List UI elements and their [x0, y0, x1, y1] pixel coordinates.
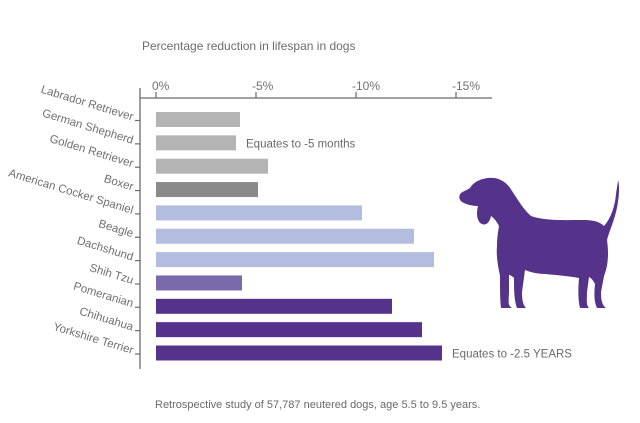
- bar: [156, 158, 268, 174]
- x-axis: 0% -5% -10% -15%: [139, 79, 492, 369]
- x-tick-label: 0%: [152, 79, 170, 93]
- bar: [156, 182, 258, 198]
- bar: [156, 228, 414, 244]
- annotation: Equates to -5 months: [246, 138, 356, 150]
- category-label: American Cocker Spaniel: [7, 167, 135, 216]
- chart-title: Percentage reduction in lifespan in dogs: [142, 39, 355, 53]
- bar: [156, 322, 422, 338]
- bar: [156, 112, 240, 127]
- category-label: Chihuahua: [78, 306, 135, 334]
- bar: [156, 298, 392, 314]
- bar: [156, 135, 236, 151]
- annotations: Equates to -5 months Equates to -2.5 YEAR…: [246, 138, 572, 360]
- category-label: Boxer: [102, 173, 134, 193]
- category-label: Beagle: [97, 218, 135, 240]
- category-label: Shih Tzu: [88, 262, 135, 287]
- bars: [156, 112, 442, 361]
- x-tick-label: -10%: [352, 79, 380, 93]
- x-tick-label: -15%: [452, 79, 480, 93]
- bar: [156, 252, 434, 268]
- x-tick-label: -5%: [252, 79, 274, 93]
- footnote: Retrospective study of 57,787 neutered d…: [155, 399, 480, 411]
- category-label: Dachshund: [75, 235, 134, 263]
- annotation: Equates to -2.5 YEARS: [452, 349, 572, 361]
- dog-silhouette-icon: [459, 177, 620, 308]
- bar: [156, 275, 242, 291]
- bar: [156, 205, 362, 221]
- bar: [156, 345, 442, 361]
